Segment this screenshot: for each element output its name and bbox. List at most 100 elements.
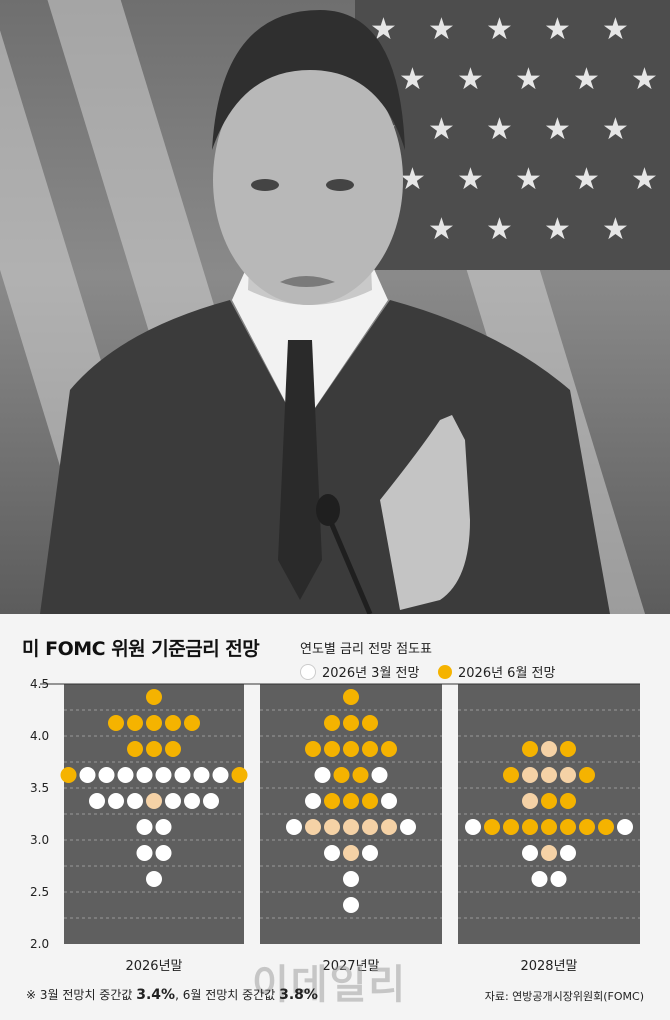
rate-dot — [343, 793, 359, 809]
x-tick-label: 2027년말 — [322, 959, 379, 974]
rate-dot — [184, 715, 200, 731]
flag-star-icon: ★ — [457, 62, 484, 97]
rate-dot — [352, 767, 369, 783]
flag-star-icon: ★ — [602, 112, 629, 147]
y-tick-label: 4.5 — [30, 677, 49, 691]
rate-dot — [400, 819, 416, 835]
rate-dot — [598, 819, 614, 835]
rate-dot — [362, 819, 378, 835]
rate-dot — [541, 741, 557, 757]
rate-dot — [371, 767, 388, 783]
flag-star-icon: ★ — [486, 212, 513, 247]
rate-dot — [136, 767, 153, 783]
rate-dot — [108, 715, 124, 731]
dot-plot-section: 미 FOMC 위원 기준금리 전망 연도별 금리 전망 점도표 2026년 3월… — [0, 614, 670, 1020]
rate-dot — [165, 715, 181, 731]
flag-star-icon: ★ — [428, 12, 455, 47]
rate-dot — [108, 793, 124, 809]
rate-dot — [324, 741, 340, 757]
orange-dot-icon — [438, 664, 452, 679]
dot-plot-chart: 2026년말 2027년말 2028년말 4.5 4.0 3.5 3.0 2.5 2.0 — [30, 677, 640, 974]
y-tick-label: 4.0 — [30, 729, 49, 743]
chart-title: 미 FOMC 위원 기준금리 전망 — [22, 638, 260, 660]
rate-dot — [146, 871, 162, 887]
rate-dot — [560, 845, 576, 861]
rate-dot — [531, 871, 548, 887]
flag-star-icon: ★ — [515, 62, 542, 97]
rate-dot — [503, 819, 519, 835]
rate-dot — [89, 793, 105, 809]
rate-dot — [560, 741, 576, 757]
rate-dot — [127, 715, 143, 731]
note-june-median: 3.8% — [279, 987, 318, 1003]
y-tick-label: 2.5 — [30, 885, 49, 899]
flag-star-icon: ★ — [631, 162, 658, 197]
rate-dot — [343, 897, 359, 913]
flag-star-icon: ★ — [544, 112, 571, 147]
rate-dot — [136, 845, 153, 861]
rate-dot — [343, 819, 359, 835]
rate-dot — [136, 819, 153, 835]
rate-dot — [541, 767, 557, 783]
person-photo-icon — [40, 10, 610, 614]
flag-star-icon: ★ — [399, 162, 426, 197]
flag-star-icon: ★ — [428, 112, 455, 147]
rate-dot — [146, 741, 162, 757]
rate-dot — [165, 793, 181, 809]
rate-dot — [127, 793, 143, 809]
y-tick-label: 3.0 — [30, 833, 49, 847]
rate-dot — [362, 715, 378, 731]
speaker-photo: ★★★★★★★★★★★★★★★★★★★★★★★★★ — [0, 0, 670, 614]
rate-dot — [343, 741, 359, 757]
rate-dot — [146, 715, 162, 731]
rate-dot — [193, 767, 210, 783]
rate-dot — [541, 819, 557, 835]
rate-dot — [155, 819, 172, 835]
chart-subtitle: 연도별 금리 전망 점도표 — [300, 642, 432, 657]
rate-dot — [381, 741, 397, 757]
note-prefix: ※ 3월 전망치 중간값 — [26, 988, 133, 1002]
rate-dot — [60, 767, 77, 783]
rate-dot — [155, 767, 172, 783]
legend-label-march: 2026년 3월 전망 — [322, 666, 420, 681]
flag-star-icon: ★ — [573, 162, 600, 197]
rate-dot — [560, 767, 576, 783]
legend-item-june: 2026년 6월 전망 — [438, 662, 555, 681]
source-credit: 자료: 연방공개시장위원회(FOMC) — [484, 990, 644, 1003]
rate-dot — [231, 767, 248, 783]
rate-dot — [127, 741, 143, 757]
rate-dot — [560, 793, 576, 809]
rate-dot — [324, 715, 340, 731]
rate-dot — [362, 793, 378, 809]
rate-dot — [203, 793, 219, 809]
rate-dot — [541, 845, 557, 861]
rate-dot — [305, 819, 321, 835]
rate-dot — [541, 793, 557, 809]
flag-star-icon: ★ — [544, 12, 571, 47]
flag-star-icon: ★ — [399, 62, 426, 97]
rate-dot — [579, 767, 595, 783]
rate-dot — [305, 741, 321, 757]
rate-dot — [79, 767, 96, 783]
rate-dot — [362, 741, 378, 757]
rate-dot — [381, 819, 397, 835]
x-tick-label: 2026년말 — [125, 959, 182, 974]
rate-dot — [305, 793, 321, 809]
rate-dot — [343, 871, 359, 887]
flag-star-icon: ★ — [457, 162, 484, 197]
note-middle: , 6월 전망치 중간값 — [175, 988, 276, 1002]
rate-dot — [381, 793, 397, 809]
rate-dot — [324, 793, 340, 809]
flag-star-icon: ★ — [486, 112, 513, 147]
rate-dot — [484, 819, 500, 835]
rate-dot — [324, 845, 340, 861]
legend-label-june: 2026년 6월 전망 — [458, 666, 556, 681]
rate-dot — [333, 767, 350, 783]
rate-dot — [98, 767, 115, 783]
rate-dot — [165, 741, 181, 757]
rate-dot — [522, 767, 538, 783]
rate-dot — [174, 767, 191, 783]
rate-dot — [286, 819, 302, 835]
rate-dot — [314, 767, 331, 783]
legend-item-march: 2026년 3월 전망 — [300, 662, 419, 681]
